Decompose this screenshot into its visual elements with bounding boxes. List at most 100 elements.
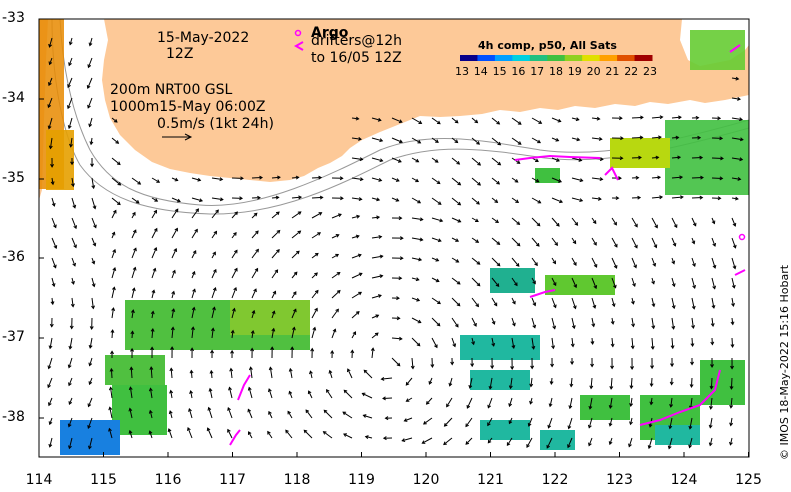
colorbar-swatch (477, 55, 496, 61)
current-arrowhead (91, 283, 96, 288)
current-arrow (87, 57, 93, 68)
current-arrow (509, 377, 513, 389)
current-arrowhead (359, 177, 364, 182)
current-arrowhead (343, 433, 347, 437)
current-arrow (48, 117, 53, 129)
current-arrow (423, 417, 433, 425)
current-arrow (111, 177, 121, 186)
current-arrow (731, 97, 741, 100)
current-arrowhead (435, 139, 439, 143)
current-arrow (268, 411, 273, 419)
current-arrow (371, 216, 380, 219)
current-arrow (111, 117, 118, 123)
current-arrow (511, 137, 522, 145)
current-arrowhead (113, 209, 117, 214)
current-arrowhead (651, 325, 656, 330)
current-arrow (671, 337, 674, 349)
current-arrowhead (593, 285, 598, 290)
current-arrow (404, 417, 413, 422)
current-arrow (211, 287, 216, 299)
current-arrowhead (729, 386, 734, 390)
colorbar-tick-label: 19 (567, 65, 582, 78)
current-arrow (411, 357, 414, 369)
contour-1000m (51, 18, 750, 215)
current-arrow (710, 397, 713, 409)
current-arrowhead (455, 259, 460, 263)
current-arrowhead (508, 403, 513, 408)
current-arrow (311, 272, 318, 279)
current-arrowhead (168, 410, 173, 415)
current-arrow (531, 237, 540, 247)
current-arrow (89, 357, 93, 366)
current-arrow (651, 337, 654, 349)
current-arrow (89, 337, 93, 348)
current-arrow (406, 397, 413, 402)
current-arrowhead (395, 198, 400, 202)
current-arrowhead (50, 181, 55, 186)
current-arrow (49, 57, 53, 65)
current-arrow (451, 257, 459, 263)
current-arrowhead (465, 441, 470, 445)
current-arrowhead (717, 196, 722, 201)
current-arrowhead (514, 179, 519, 183)
current-arrow (511, 237, 521, 247)
current-arrowhead (169, 389, 174, 394)
current-arrowhead (250, 347, 255, 352)
current-arrowhead (51, 283, 56, 288)
current-arrowhead (116, 161, 121, 166)
current-arrowhead (415, 277, 420, 282)
current-arrow (351, 291, 362, 299)
current-arrow (71, 277, 75, 285)
current-arrowhead (588, 442, 592, 447)
current-arrowhead (710, 323, 715, 328)
current-arrowhead (151, 289, 156, 294)
current-arrowhead (487, 404, 492, 409)
current-arrow (709, 417, 713, 428)
current-arrow (630, 377, 633, 389)
current-arrow (91, 257, 95, 264)
current-arrow (551, 317, 556, 329)
current-arrowhead (508, 385, 513, 390)
current-arrowhead (592, 220, 597, 225)
lon-tick-label: 122 (541, 472, 569, 488)
current-arrowhead (378, 234, 383, 239)
current-arrowhead (410, 365, 415, 370)
current-arrow (551, 277, 557, 286)
current-arrowhead (590, 363, 595, 368)
current-arrow (149, 431, 153, 439)
current-arrow (131, 229, 137, 239)
current-arrowhead (475, 303, 479, 308)
current-arrow (431, 157, 439, 163)
current-arrow (191, 197, 203, 202)
current-arrow (531, 297, 536, 306)
current-arrowhead (90, 163, 95, 168)
colorbar-swatch (599, 55, 618, 61)
current-arrowhead (711, 304, 716, 309)
current-arrowhead (456, 302, 461, 307)
current-arrowhead (69, 325, 74, 330)
current-arrow (191, 271, 196, 279)
current-arrow (531, 197, 541, 204)
current-arrow (391, 337, 402, 340)
colorbar-tick-label: 21 (605, 65, 620, 78)
current-arrow (411, 237, 423, 241)
current-arrowhead (395, 178, 400, 182)
current-arrowhead (730, 365, 735, 370)
current-arrowhead (552, 282, 557, 287)
current-arrow (731, 117, 743, 121)
current-arrow (289, 391, 293, 399)
current-arrowhead (187, 427, 191, 431)
current-arrowhead (67, 105, 71, 110)
current-arrowhead (475, 239, 480, 243)
current-arrow (351, 215, 360, 219)
current-arrowhead (477, 161, 482, 166)
current-arrowhead (593, 241, 597, 246)
current-arrow (227, 407, 233, 419)
current-arrow (251, 249, 259, 259)
current-arrowhead (629, 385, 634, 390)
current-arrow (371, 332, 379, 339)
current-arrow (170, 368, 173, 379)
current-arrowhead (359, 157, 364, 162)
current-arrowhead (655, 155, 660, 160)
current-arrow (691, 337, 694, 347)
